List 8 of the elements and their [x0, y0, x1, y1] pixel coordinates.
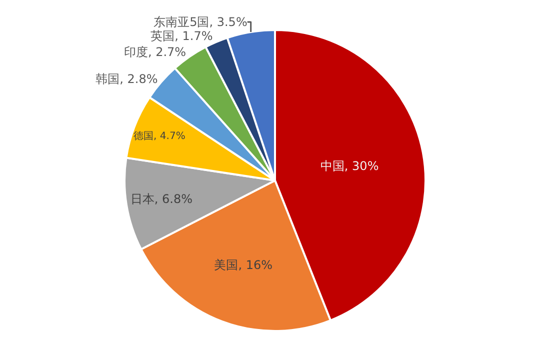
slice-label: 中国, 30% — [320, 159, 379, 174]
slice-label: 东南亚5国, 3.5% — [154, 14, 248, 29]
slice-label: 英国, 1.7% — [150, 28, 213, 43]
slice-label: 日本, 6.8% — [130, 192, 193, 206]
slice-label: 韩国, 2.8% — [96, 72, 158, 86]
slice-label: 印度, 2.7% — [124, 44, 186, 59]
slice-label: 德国, 4.7% — [134, 131, 186, 142]
slice-label: 美国, 16% — [214, 258, 273, 272]
